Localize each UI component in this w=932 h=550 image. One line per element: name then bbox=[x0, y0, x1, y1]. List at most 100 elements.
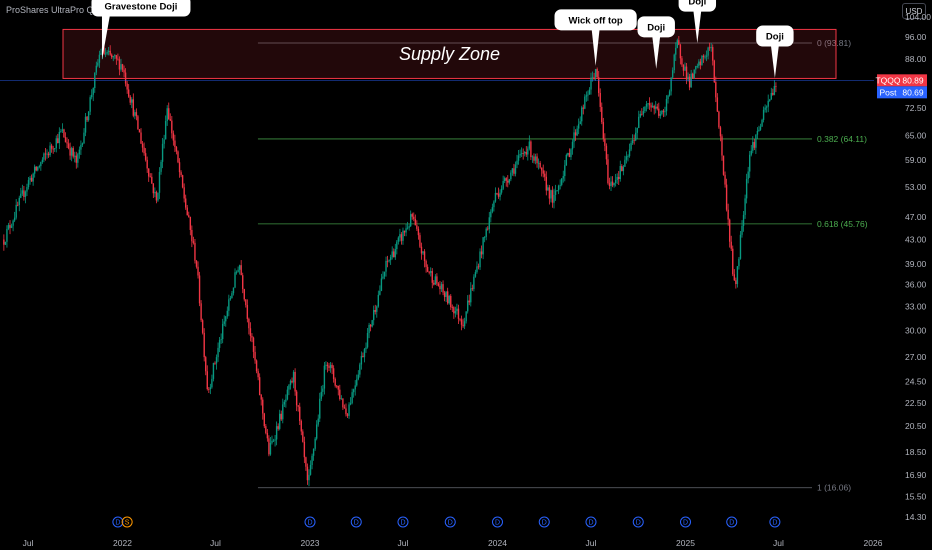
candle-body bbox=[269, 442, 272, 455]
candle-body bbox=[340, 398, 343, 400]
candle-body bbox=[152, 183, 155, 194]
annotation-label: Wick off top bbox=[568, 15, 622, 26]
candle-body bbox=[26, 187, 28, 192]
candle-body bbox=[581, 107, 583, 122]
candle-body bbox=[705, 55, 708, 57]
candle-body bbox=[616, 176, 618, 180]
candle-body bbox=[161, 143, 164, 162]
candle-body bbox=[630, 143, 632, 150]
price-tag-symbol: Post bbox=[879, 87, 897, 97]
dividend-marker: D bbox=[112, 516, 124, 528]
price-tag-value: 80.69 bbox=[902, 87, 924, 97]
annotation-callout: Wick off top bbox=[554, 9, 637, 66]
svg-text:D: D bbox=[683, 520, 688, 527]
candle-body bbox=[336, 385, 338, 387]
candle-body bbox=[531, 156, 534, 158]
candle-body bbox=[758, 129, 760, 131]
candle-body bbox=[500, 188, 503, 193]
candle-body bbox=[312, 448, 315, 456]
candle-body bbox=[752, 142, 754, 151]
candle-body bbox=[409, 214, 412, 227]
candle-body bbox=[664, 111, 666, 113]
candle-body bbox=[246, 305, 249, 319]
candle-body bbox=[373, 310, 375, 321]
candle-body bbox=[389, 257, 392, 261]
candle-body bbox=[463, 321, 466, 327]
x-tick-label: Jul bbox=[210, 538, 221, 548]
candle-body bbox=[41, 159, 44, 163]
candle-body bbox=[564, 165, 566, 177]
candle-body bbox=[391, 251, 393, 258]
candle-body bbox=[602, 122, 605, 139]
candle-body bbox=[331, 364, 333, 369]
candle-body bbox=[423, 251, 426, 261]
candle-body bbox=[37, 166, 39, 171]
candle-body bbox=[365, 347, 367, 350]
candle-body bbox=[189, 216, 192, 230]
candle-body bbox=[565, 154, 568, 166]
candle-body bbox=[591, 76, 594, 78]
candle-body bbox=[685, 66, 688, 80]
candle-body bbox=[749, 154, 751, 172]
candle-body bbox=[379, 290, 381, 295]
candle-body bbox=[742, 214, 745, 226]
candle-body bbox=[80, 144, 82, 150]
candle-body bbox=[708, 47, 711, 49]
candle-body bbox=[699, 61, 702, 65]
annotation-label: Gravestone Doji bbox=[105, 1, 178, 12]
candle-body bbox=[109, 50, 111, 55]
candle-body bbox=[240, 265, 242, 276]
candle-body bbox=[274, 439, 276, 441]
candle-body bbox=[33, 166, 36, 174]
candle-body bbox=[345, 408, 347, 415]
candle-body bbox=[362, 355, 364, 358]
y-tick-label: 47.00 bbox=[905, 212, 927, 222]
candle-body bbox=[696, 65, 699, 67]
fib-level-label: 0.382 (64.11) bbox=[817, 134, 867, 144]
candle-body bbox=[84, 116, 87, 133]
candle-body bbox=[434, 276, 437, 285]
svg-text:D: D bbox=[495, 520, 500, 527]
candle-body bbox=[765, 106, 768, 108]
candle-body bbox=[698, 61, 700, 66]
candle-body bbox=[54, 148, 56, 150]
candle-body bbox=[761, 119, 763, 127]
candle-body bbox=[315, 424, 318, 439]
annotation-callout: Doji bbox=[756, 25, 794, 78]
candle-body bbox=[750, 150, 752, 155]
candle-body bbox=[547, 187, 549, 191]
candle-body bbox=[294, 371, 296, 392]
candle-body bbox=[568, 152, 571, 158]
candle-body bbox=[400, 234, 403, 241]
candle-body bbox=[112, 56, 114, 58]
candle-body bbox=[673, 54, 675, 71]
candle-body bbox=[710, 47, 712, 48]
supply-zone: Supply Zone bbox=[62, 28, 837, 79]
currency-button[interactable]: USD bbox=[902, 3, 926, 19]
candle-body bbox=[183, 187, 185, 199]
candle-body bbox=[249, 328, 252, 336]
candle-body bbox=[360, 355, 363, 365]
candle-body bbox=[695, 66, 697, 70]
candle-body bbox=[140, 132, 142, 144]
candle-body bbox=[718, 111, 720, 128]
candle-body bbox=[252, 337, 255, 352]
candle-body bbox=[81, 143, 84, 145]
y-tick-label: 22.50 bbox=[905, 398, 927, 408]
candle-body bbox=[369, 324, 372, 327]
candle-body bbox=[691, 73, 694, 79]
candle-body bbox=[553, 194, 555, 203]
candle-body bbox=[530, 141, 532, 158]
svg-text:D: D bbox=[448, 520, 453, 527]
x-tick-label: Jul bbox=[398, 538, 409, 548]
candle-body bbox=[480, 251, 483, 255]
candle-body bbox=[237, 269, 239, 272]
svg-text:D: D bbox=[636, 520, 641, 527]
candle-body bbox=[544, 173, 546, 177]
candle-body bbox=[305, 457, 307, 467]
candle-body bbox=[58, 131, 61, 144]
candle-body bbox=[366, 333, 369, 348]
candle-body bbox=[551, 190, 554, 203]
candle-body bbox=[262, 399, 264, 414]
